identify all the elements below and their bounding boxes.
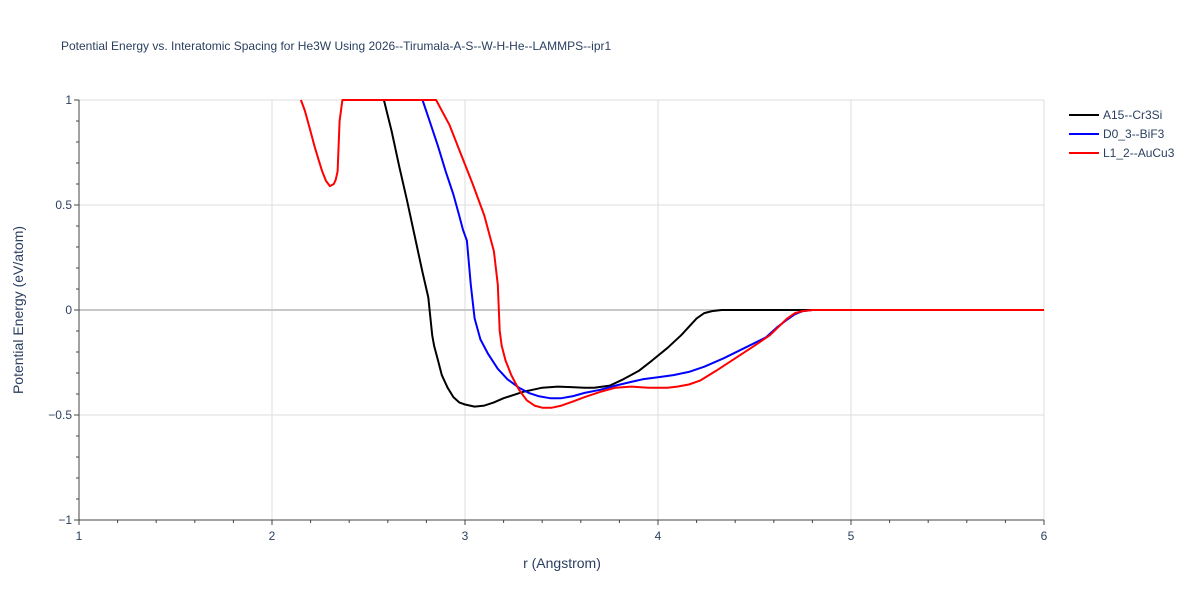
legend-label: L1_2--AuCu3 [1103, 146, 1175, 160]
x-axis-title: r (Angstrom) [523, 555, 601, 571]
y-tick-label: 1 [65, 93, 72, 107]
x-tick-label: 4 [655, 529, 662, 543]
legend[interactable]: A15--Cr3Si D0_3--BiF3 L1_2--AuCu3 [1069, 108, 1175, 160]
legend-item-2[interactable]: L1_2--AuCu3 [1069, 146, 1175, 160]
y-tick-label: 0.5 [55, 198, 72, 212]
x-tick-label: 6 [1041, 529, 1048, 543]
y-tick-label: 0 [65, 303, 72, 317]
series-lines [299, 99, 1044, 409]
x-tick-label: 1 [76, 529, 83, 543]
x-tick-label: 5 [848, 529, 855, 543]
axes [74, 99, 1045, 525]
legend-label: A15--Cr3Si [1103, 108, 1162, 122]
x-tick-labels: 1 2 3 4 5 6 [76, 529, 1048, 543]
series-line-2 [299, 99, 1044, 409]
x-tick-label: 2 [269, 529, 276, 543]
x-tick-label: 3 [462, 529, 469, 543]
legend-item-0[interactable]: A15--Cr3Si [1069, 108, 1162, 122]
legend-label: D0_3--BiF3 [1103, 127, 1165, 141]
chart-title: Potential Energy vs. Interatomic Spacing… [61, 39, 611, 53]
series-line-0 [382, 99, 1044, 408]
legend-item-1[interactable]: D0_3--BiF3 [1069, 127, 1165, 141]
y-tick-labels: −1 −0.5 0 0.5 1 [48, 93, 72, 527]
y-axis-title: Potential Energy (eV/atom) [10, 226, 26, 394]
y-tick-label: −0.5 [48, 408, 72, 422]
y-tick-label: −1 [58, 513, 72, 527]
